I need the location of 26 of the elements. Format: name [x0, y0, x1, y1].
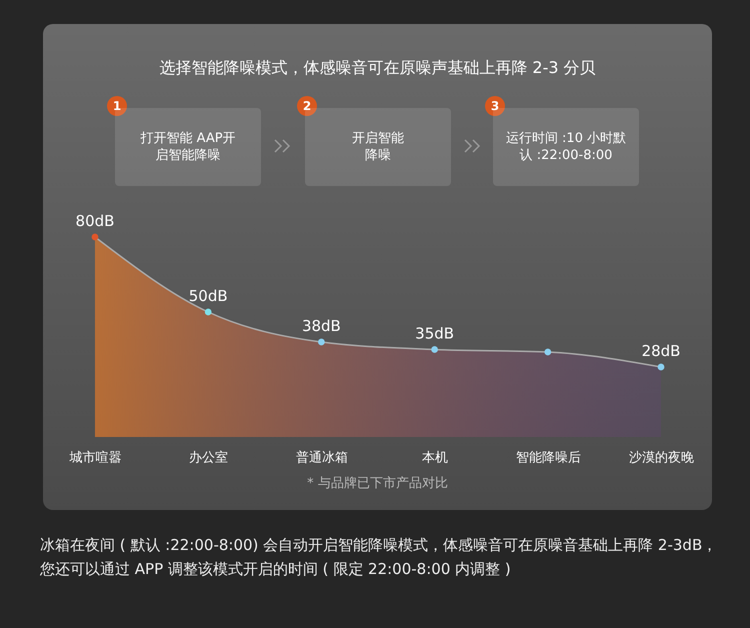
text: 开启智能降噪 — [351, 130, 405, 164]
point — [204, 308, 212, 316]
text: 冰箱在夜间 ( 默认 :22:00-8:00) 会自动开启智能降噪模式，体感噪音可在原噪音基础上再降 2-3dB，您还可以通过 APP 调整该模式开启的时间 ( 限定 22:00-8:00 内调整 ) — [40, 535, 718, 580]
chart-title: 选择智能降噪模式，体感噪音可在原噪声基础上再降 2-3 分贝 — [158, 58, 597, 79]
text: 3 — [485, 96, 505, 116]
x-tick-label: 本机 — [422, 450, 448, 466]
data-label: 28dB — [642, 342, 680, 360]
point — [658, 364, 664, 370]
text: 2 — [297, 96, 317, 116]
point — [318, 338, 325, 346]
text: 1 — [107, 96, 127, 116]
data-label: 38dB — [302, 317, 341, 335]
point — [431, 346, 438, 353]
x-tick-label: 智能降噪后 — [516, 450, 581, 466]
text: 运行时间 :10 小时默认 :22:00-8:00 — [504, 130, 628, 164]
x-tick-label: 办公室 — [189, 450, 228, 466]
data-label: 50dB — [188, 287, 228, 305]
point — [544, 348, 552, 356]
data-label: 80dB — [76, 212, 114, 230]
x-tick-label: 普通冰箱 — [296, 450, 348, 466]
point — [92, 234, 98, 240]
data-label: 35dB — [415, 324, 454, 342]
x-tick-label: 城市喧嚣 — [68, 450, 122, 466]
x-tick-label: 沙漠的夜晚 — [629, 450, 694, 466]
text: 打开智能 AAP开启智能降噪 — [139, 130, 237, 164]
text: * 与品牌已下市产品对比 — [306, 475, 449, 492]
